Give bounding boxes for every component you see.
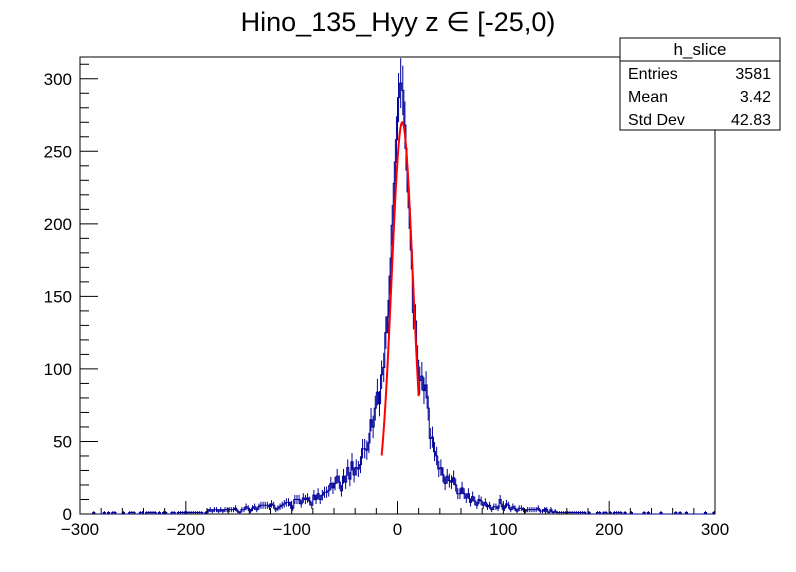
x-tick-label: 100: [489, 520, 517, 539]
y-tick-label: 150: [44, 287, 72, 306]
y-tick-label: 300: [44, 70, 72, 89]
y-tick-label: 0: [63, 505, 72, 524]
x-axis: −300 −200 −100 0 100 200 300: [61, 501, 729, 539]
stats-mean-value: 3.42: [740, 89, 771, 106]
stats-box-name: h_slice: [674, 40, 727, 59]
stats-stddev-label: Std Dev: [628, 112, 685, 129]
chart-title: Hino_135_Hyy z ∈ [-25,0): [241, 7, 556, 37]
stats-box: h_slice Entries 3581 Mean 3.42 Std Dev 4…: [619, 37, 781, 131]
gaussian-fit-curve: [380, 120, 420, 456]
x-tick-label: 0: [393, 520, 402, 539]
stats-mean-label: Mean: [628, 89, 668, 106]
stats-entries-label: Entries: [628, 66, 678, 83]
y-axis: 0 50 100 150 200 250 300: [44, 63, 98, 524]
y-tick-label: 50: [53, 432, 72, 451]
histogram-outline: [80, 82, 716, 515]
y-tick-label: 200: [44, 215, 72, 234]
stats-box-frame: [619, 37, 781, 131]
x-tick-label: −300: [61, 520, 99, 539]
stats-stddev-value: 42.83: [731, 112, 771, 129]
y-tick-label: 250: [44, 142, 72, 161]
x-tick-label: 200: [595, 520, 623, 539]
x-tick-label: −200: [167, 520, 205, 539]
stats-entries-value: 3581: [735, 66, 771, 83]
y-tick-label: 100: [44, 360, 72, 379]
fit-layer: [380, 120, 420, 456]
x-tick-label: −100: [273, 520, 311, 539]
x-tick-label: 300: [701, 520, 729, 539]
